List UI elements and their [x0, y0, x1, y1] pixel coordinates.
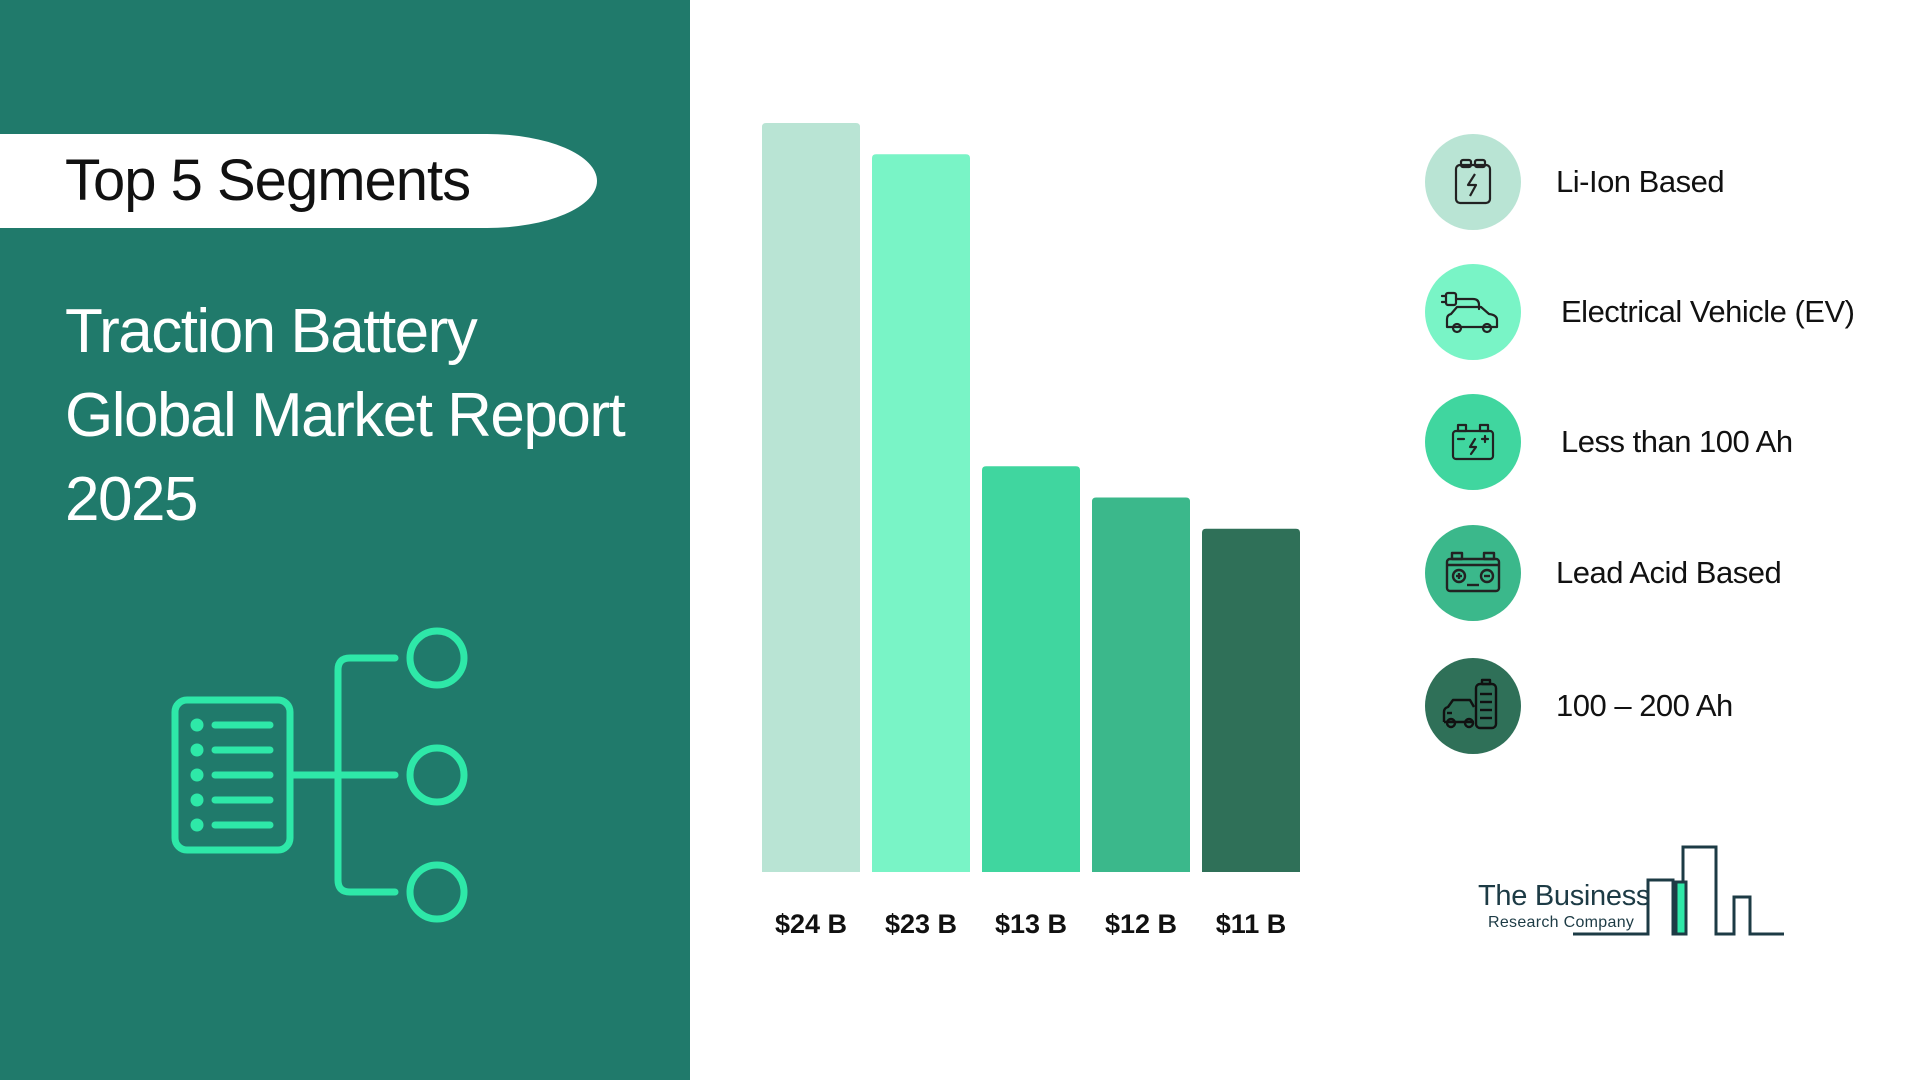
company-logo-bars-icon — [1573, 845, 1784, 936]
bar-2 — [872, 154, 970, 872]
bar-5 — [1202, 528, 1300, 872]
bar-4 — [1092, 497, 1190, 872]
legend-label-1: Li-Ion Based — [1556, 164, 1725, 199]
segments-pill: Top 5 Segments — [0, 134, 597, 228]
left-panel: Top 5 Segments Traction Battery Global M… — [0, 0, 690, 1080]
lead-acid-battery-icon — [1425, 525, 1521, 621]
legend-label-3: Less than 100 Ah — [1561, 424, 1793, 459]
segments-tree-icon — [171, 627, 468, 923]
company-logo-line-1: The Business — [1478, 880, 1651, 912]
bar-value-label-3: $13 B — [995, 909, 1067, 939]
segments-bar-chart: $24 B $23 B $13 B $12 B $11 B — [762, 123, 1300, 939]
legend-label-2: Electrical Vehicle (EV) — [1561, 294, 1855, 329]
bar-value-label-1: $24 B — [775, 909, 847, 939]
battery-cell-icon — [1425, 134, 1521, 230]
bar-value-label-2: $23 B — [885, 909, 957, 939]
report-title: Traction Battery Global Market Report 20… — [65, 290, 665, 542]
car-with-battery-icon — [1425, 658, 1521, 754]
bar-1 — [762, 123, 860, 872]
bar-3 — [982, 466, 1080, 872]
report-title-line-2: Global Market Report — [65, 381, 626, 450]
car-battery-icon — [1425, 394, 1521, 490]
bar-value-label-5: $11 B — [1216, 909, 1287, 939]
company-logo-line-2: Research Company — [1488, 914, 1635, 931]
bar-value-label-4: $12 B — [1105, 909, 1177, 939]
report-title-line-1: Traction Battery — [65, 297, 478, 366]
legend-label-5: 100 – 200 Ah — [1556, 688, 1733, 723]
report-title-line-3: 2025 — [65, 465, 198, 534]
segments-pill-label: Top 5 Segments — [65, 148, 471, 213]
ev-car-plug-icon — [1425, 264, 1521, 360]
legend-label-4: Lead Acid Based — [1556, 555, 1782, 590]
